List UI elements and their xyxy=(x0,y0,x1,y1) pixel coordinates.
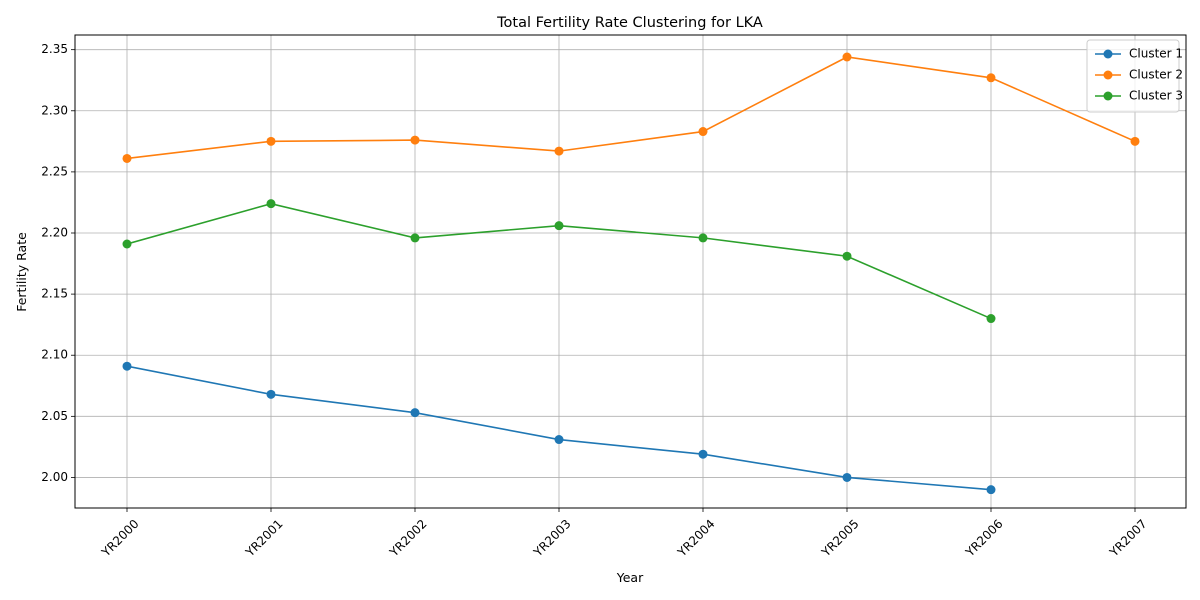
series-1 xyxy=(122,361,996,495)
y-tick-label: 2.05 xyxy=(41,409,68,423)
legend-label: Cluster 3 xyxy=(1129,89,1183,103)
plot-frame xyxy=(74,34,1187,509)
legend-entry: Cluster 2 xyxy=(1095,68,1183,82)
data-point xyxy=(410,408,420,418)
y-tick-label: 2.10 xyxy=(41,348,68,362)
data-point xyxy=(986,314,996,324)
data-point xyxy=(554,146,564,156)
legend-marker xyxy=(1103,91,1113,101)
legend-entry: Cluster 3 xyxy=(1095,89,1183,103)
data-point xyxy=(698,233,708,243)
legend-entry: Cluster 1 xyxy=(1095,47,1183,61)
y-tick-label: 2.25 xyxy=(41,164,68,178)
series-line xyxy=(126,56,1136,160)
legend-marker xyxy=(1103,49,1113,59)
series-layer xyxy=(122,52,1140,495)
data-point xyxy=(410,135,420,145)
data-point xyxy=(554,435,564,445)
y-tick-label: 2.15 xyxy=(41,287,68,301)
data-point xyxy=(122,239,132,249)
data-point xyxy=(410,233,420,243)
legend-label: Cluster 2 xyxy=(1129,68,1183,82)
grid xyxy=(75,35,1186,508)
data-point xyxy=(986,485,996,495)
data-point xyxy=(122,153,132,163)
data-point xyxy=(842,52,852,62)
data-point xyxy=(698,449,708,459)
y-axis-label: Fertility Rate xyxy=(14,232,29,312)
x-axis-label: Year xyxy=(616,570,644,585)
chart-title: Total Fertility Rate Clustering for LKA xyxy=(496,15,763,31)
y-tick-label: 2.35 xyxy=(41,42,68,56)
data-point xyxy=(1130,136,1140,146)
series-3 xyxy=(122,199,996,324)
y-tick-label: 2.20 xyxy=(41,226,68,240)
y-tick-label: 2.00 xyxy=(41,470,68,484)
series-2 xyxy=(122,52,1140,163)
data-point xyxy=(698,127,708,137)
legend-marker xyxy=(1103,70,1113,80)
y-tick-label: 2.30 xyxy=(41,103,68,117)
data-point xyxy=(842,251,852,261)
legend-label: Cluster 1 xyxy=(1129,47,1183,61)
data-point xyxy=(266,389,276,399)
data-point xyxy=(986,73,996,83)
data-point xyxy=(266,199,276,209)
data-point xyxy=(266,136,276,146)
data-point xyxy=(842,472,852,482)
data-point xyxy=(554,221,564,231)
data-point xyxy=(122,361,132,371)
legend: Cluster 1 Cluster 2 Cluster 3 xyxy=(1086,39,1183,113)
